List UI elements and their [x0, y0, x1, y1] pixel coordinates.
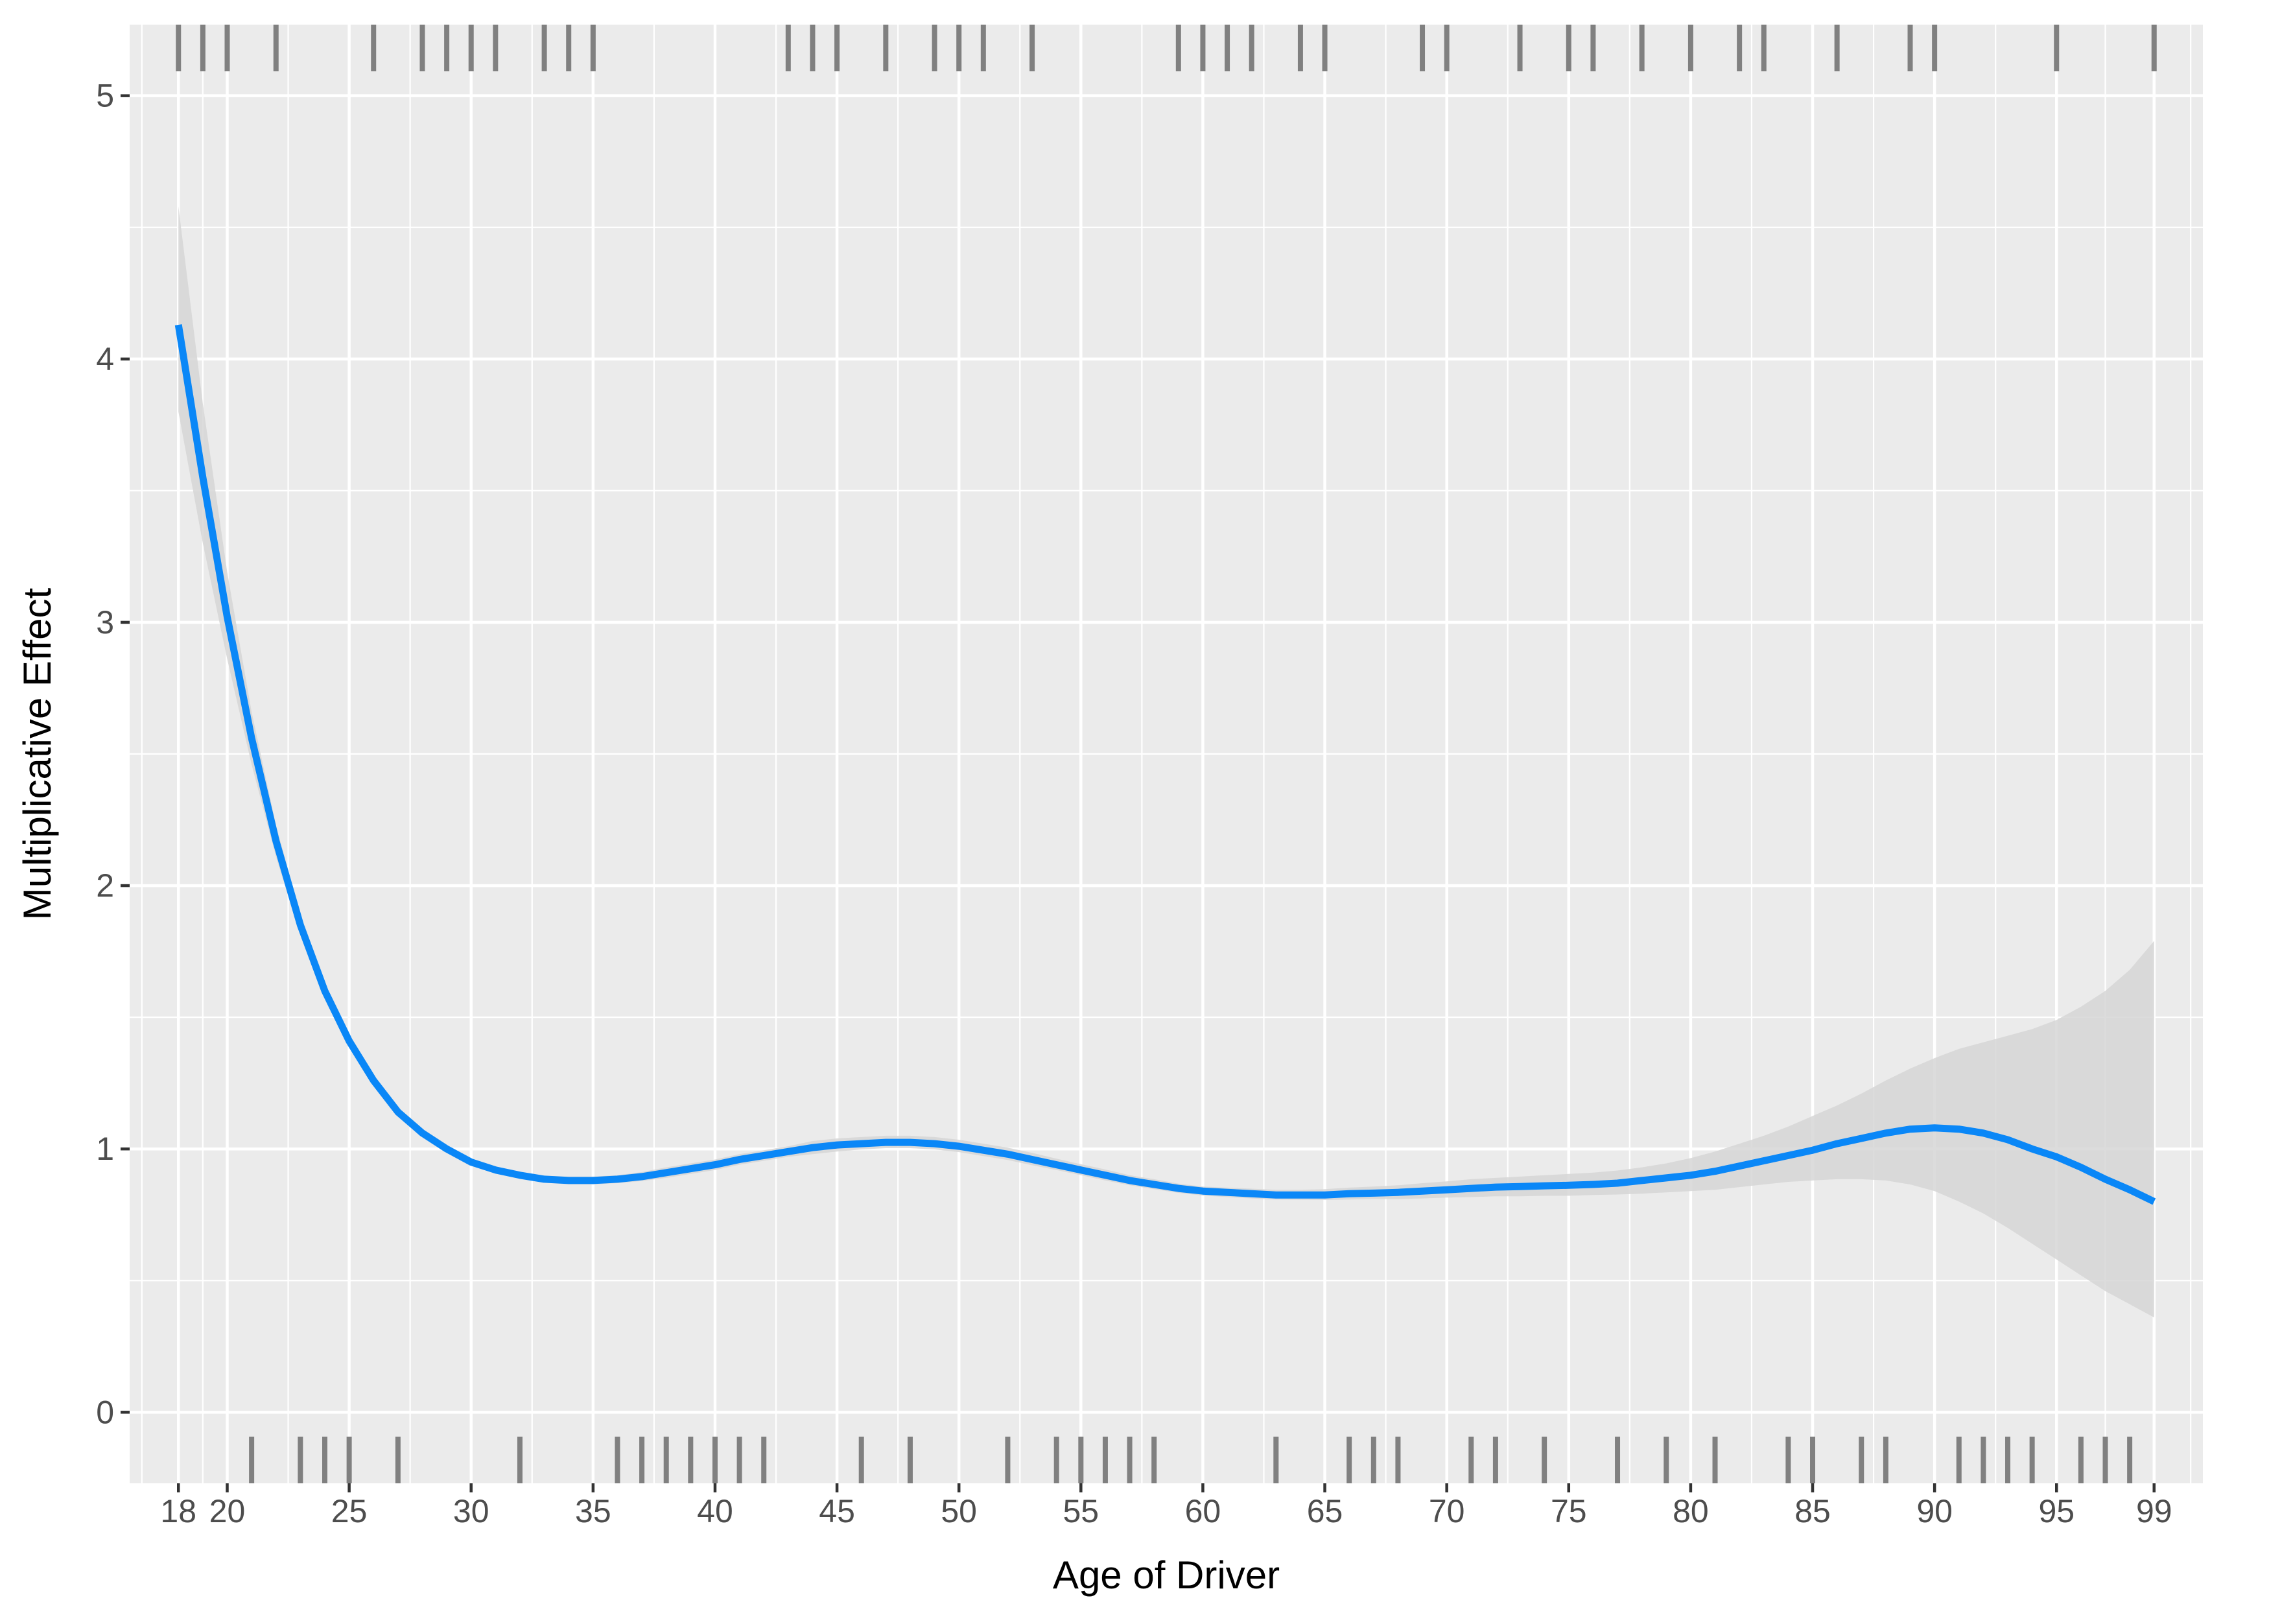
x-tick-label: 50 [941, 1493, 977, 1529]
x-tick-label: 18 [160, 1493, 196, 1529]
x-tick-label: 45 [819, 1493, 855, 1529]
y-axis-title: Multiplicative Effect [16, 587, 59, 920]
x-tick-label: 55 [1063, 1493, 1099, 1529]
x-tick-label: 65 [1307, 1493, 1343, 1529]
y-axis: 0 1 2 3 4 5 [96, 78, 130, 1430]
x-axis-title: Age of Driver [1053, 1553, 1280, 1597]
x-tick-label: 35 [575, 1493, 611, 1529]
x-tick-label: 90 [1916, 1493, 1953, 1529]
x-tick-label: 85 [1794, 1493, 1831, 1529]
x-tick-label: 30 [453, 1493, 489, 1529]
y-tick-label: 3 [96, 604, 114, 641]
x-tick-label: 70 [1429, 1493, 1465, 1529]
y-tick-label: 1 [96, 1131, 114, 1167]
y-tick-label: 2 [96, 867, 114, 904]
x-axis: 18 20 25 30 35 40 45 50 55 60 65 70 75 80 85 90 95 99 [160, 1483, 2172, 1529]
x-tick-label: 80 [1673, 1493, 1709, 1529]
x-tick-label: 99 [2136, 1493, 2172, 1529]
y-tick-label: 4 [96, 341, 114, 377]
minor-gridlines [130, 25, 2203, 1483]
x-tick-label: 40 [697, 1493, 733, 1529]
x-tick-label: 95 [2038, 1493, 2075, 1529]
y-tick-label: 5 [96, 78, 114, 114]
rug-bottom [249, 1437, 2133, 1483]
x-tick-label: 60 [1185, 1493, 1221, 1529]
rug-top [176, 25, 2157, 71]
x-tick-label: 25 [331, 1493, 368, 1529]
x-tick-label: 20 [209, 1493, 246, 1529]
smooth-fit-line [174, 324, 2156, 1205]
x-tick-label: 75 [1551, 1493, 1587, 1529]
y-tick-label: 0 [96, 1394, 114, 1430]
